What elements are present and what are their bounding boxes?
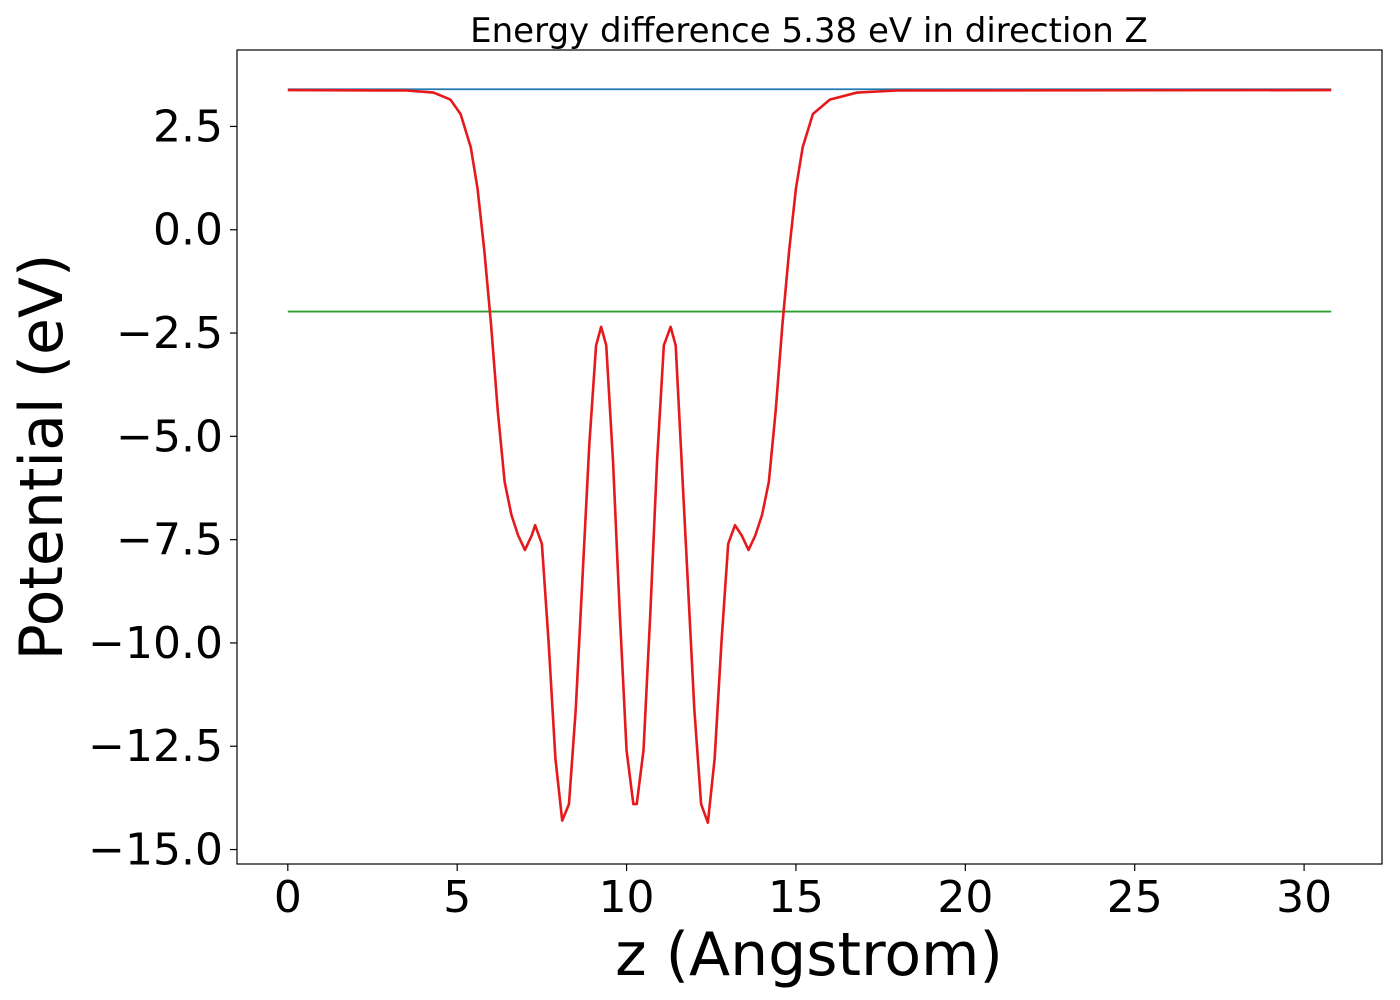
x-tick-label: 10 — [599, 872, 655, 923]
y-tick-label: −7.5 — [116, 515, 223, 566]
x-axis-label: z (Angstrom) — [615, 920, 1003, 990]
axes-frame — [236, 49, 1383, 865]
y-axis-label: Potential (eV) — [7, 254, 77, 661]
y-tick-label: −2.5 — [116, 308, 223, 359]
y-tick-label: −5.0 — [116, 411, 223, 462]
y-tick-label: −15.0 — [88, 825, 223, 876]
x-tick-label: 15 — [768, 872, 824, 923]
x-tick-label: 30 — [1276, 872, 1332, 923]
y-tick-label: 2.5 — [153, 101, 223, 152]
chart-title: Energy difference 5.38 eV in direction Z — [470, 11, 1148, 51]
potential-curve — [287, 88, 1332, 824]
plot-area — [287, 88, 1332, 824]
x-tick-label: 5 — [443, 872, 471, 923]
y-tick-label: −12.5 — [88, 721, 223, 772]
y-tick-label: −10.0 — [88, 618, 223, 669]
x-tick-label: 25 — [1107, 872, 1163, 923]
x-axis: 0 5 10 15 20 25 30 — [274, 864, 1332, 923]
x-tick-label: 0 — [274, 872, 302, 923]
x-tick-label: 20 — [937, 872, 993, 923]
y-tick-label: 0.0 — [153, 205, 223, 256]
y-axis: 2.5 0.0 −2.5 −5.0 −7.5 −10.0 −12.5 −15.0 — [88, 101, 237, 876]
